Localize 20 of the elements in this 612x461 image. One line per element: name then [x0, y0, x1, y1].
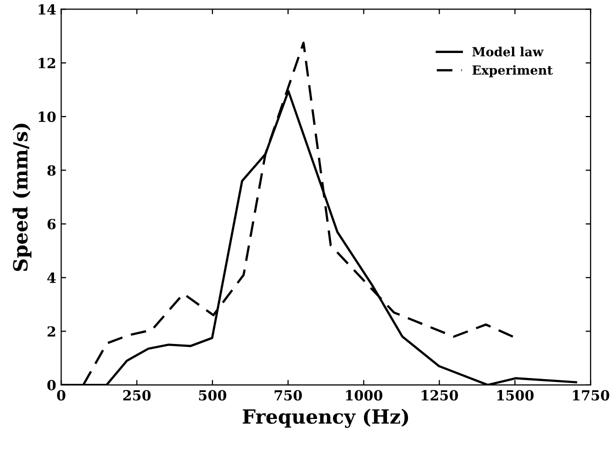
x-tick-label: 1000	[346, 390, 382, 401]
legend-label: Experiment	[472, 65, 553, 78]
x-axis-title: Frequency (Hz)	[242, 408, 408, 428]
legend-label: Model law	[472, 46, 544, 56]
x-tick-label: 1500	[497, 390, 534, 401]
x-tick-label: 1250	[422, 390, 458, 401]
x-tick-label: 0	[57, 390, 66, 401]
y-axis-title: Speed (mm/s)	[12, 124, 32, 271]
y-tick-label: 10	[38, 112, 56, 122]
y-tick-label: 2	[48, 326, 56, 337]
y-tick-label: 4	[47, 272, 56, 283]
x-tick-label: 750	[274, 390, 302, 401]
y-tick-label: 8	[47, 165, 56, 176]
x-tick-label: 1750	[572, 390, 610, 401]
y-tick-label: 14	[38, 4, 56, 14]
y-tick-label: 6	[48, 218, 56, 230]
x-tick-label: 250	[123, 390, 151, 401]
y-tick-label: 12	[38, 58, 56, 68]
x-tick-label: 500	[199, 390, 226, 401]
y-tick-label: 0	[47, 380, 56, 390]
